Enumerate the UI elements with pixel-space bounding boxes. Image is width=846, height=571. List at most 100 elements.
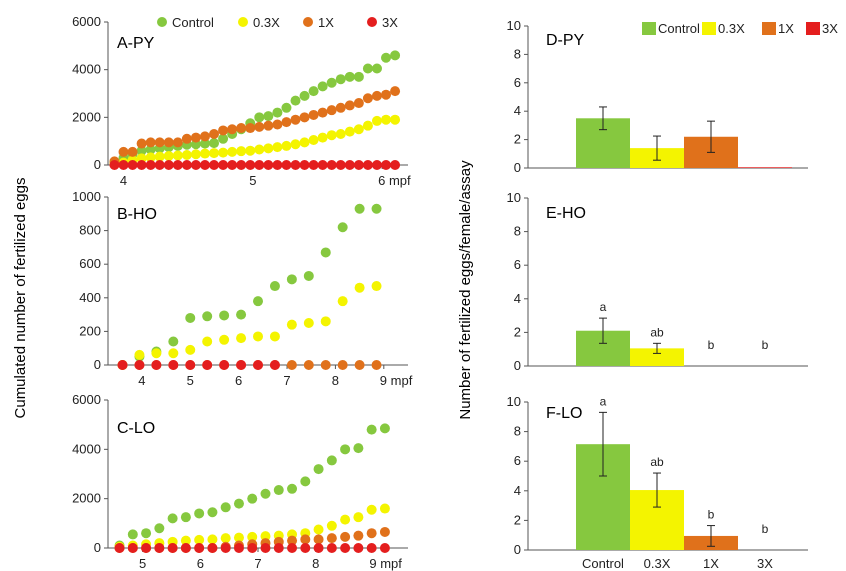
- data-point: [236, 123, 247, 134]
- data-point: [353, 443, 364, 454]
- panel-f-lo: 0 2 4 6 8 10 F-LO a Control ab 0.3X b 1X b 3X: [507, 394, 808, 571]
- data-point: [326, 77, 337, 88]
- data-point: [290, 160, 301, 170]
- data-point: [299, 160, 310, 170]
- data-point: [260, 543, 271, 553]
- error-bar: [653, 472, 661, 508]
- y-tick-label: 0: [514, 542, 521, 557]
- legend-label: 0.3X: [253, 15, 280, 30]
- significance-label: ab: [650, 325, 664, 339]
- data-point: [194, 543, 205, 553]
- legend-swatch-1x: [762, 22, 776, 35]
- significance-label: ab: [650, 455, 664, 469]
- data-point: [379, 526, 390, 537]
- data-point: [366, 424, 377, 435]
- data-point: [344, 71, 355, 82]
- y-tick-label: 10: [507, 394, 521, 409]
- data-point: [245, 160, 256, 170]
- data-point: [245, 145, 256, 156]
- data-point: [344, 126, 355, 137]
- data-point: [202, 311, 213, 322]
- data-point: [353, 530, 364, 541]
- data-point: [190, 160, 201, 170]
- data-point: [281, 140, 292, 151]
- data-point: [287, 543, 298, 553]
- data-point: [127, 160, 138, 170]
- data-point: [233, 532, 244, 543]
- legend-right: Control 0.3X 1X 3X: [642, 21, 838, 36]
- data-point: [247, 531, 258, 542]
- data-point: [209, 148, 220, 159]
- data-point: [381, 114, 392, 125]
- x-tick-label: 6: [235, 373, 242, 388]
- data-point: [167, 513, 178, 524]
- data-point: [220, 502, 231, 513]
- data-point: [199, 160, 210, 170]
- y-tick-label: 2000: [72, 491, 101, 506]
- x-tick-label: 9 mpf: [380, 373, 413, 388]
- x-tick-label: 6 mpf: [378, 173, 411, 188]
- bar-03x: [630, 348, 684, 366]
- data-point: [109, 160, 120, 170]
- data-point: [362, 160, 373, 170]
- data-point: [286, 360, 297, 370]
- data-point: [317, 81, 328, 92]
- data-point: [371, 160, 382, 170]
- y-tick-label: 1000: [72, 189, 101, 204]
- data-point: [168, 336, 179, 347]
- data-point: [172, 150, 183, 161]
- data-point: [263, 111, 274, 122]
- data-point: [290, 139, 301, 150]
- legend-left: Control 0.3X 1X 3X: [157, 15, 398, 30]
- data-point: [114, 543, 125, 553]
- data-point: [303, 318, 314, 328]
- data-point: [337, 222, 348, 233]
- legend-marker-3x: [367, 17, 377, 27]
- legend-label: 0.3X: [718, 21, 745, 36]
- data-point: [190, 149, 201, 160]
- data-point: [335, 102, 346, 113]
- legend-swatch-control: [642, 22, 656, 35]
- series-control: [114, 423, 390, 551]
- error-bar: [707, 120, 715, 153]
- data-point: [181, 160, 192, 170]
- data-point: [163, 160, 174, 170]
- data-point: [353, 71, 364, 82]
- data-point: [273, 543, 284, 553]
- data-point: [390, 114, 401, 125]
- data-point: [269, 281, 280, 292]
- data-point: [168, 360, 179, 370]
- x-tick-label: 9 mpf: [369, 556, 402, 571]
- data-point: [286, 274, 297, 285]
- data-point: [260, 531, 271, 542]
- panel-c-lo: 0 2000 4000 6000 C-LO 5 6 7 8 9 mpf: [72, 392, 408, 571]
- data-point: [219, 334, 230, 345]
- significance-label: a: [600, 300, 607, 314]
- data-point: [168, 348, 179, 359]
- data-point: [317, 107, 328, 118]
- data-point: [236, 309, 247, 320]
- data-point: [371, 203, 382, 214]
- data-point: [136, 145, 147, 156]
- error-bar: [599, 317, 607, 344]
- data-point: [313, 464, 324, 475]
- panel-title: B-HO: [117, 206, 157, 223]
- error-bar: [599, 411, 607, 477]
- data-point: [253, 331, 263, 342]
- data-point: [272, 119, 283, 130]
- data-point: [180, 543, 191, 553]
- data-point: [300, 476, 311, 487]
- x-tick-label: 5: [187, 373, 194, 388]
- data-point: [209, 138, 220, 149]
- y-tick-label: 8: [514, 424, 521, 439]
- data-point: [381, 89, 392, 100]
- data-point: [218, 125, 229, 136]
- data-point: [281, 117, 292, 128]
- data-point: [245, 123, 256, 134]
- y-tick-label: 0: [94, 540, 101, 555]
- data-point: [236, 160, 247, 170]
- legend-label: 3X: [822, 21, 838, 36]
- data-point: [236, 146, 247, 157]
- data-point: [163, 137, 174, 148]
- data-point: [218, 160, 229, 170]
